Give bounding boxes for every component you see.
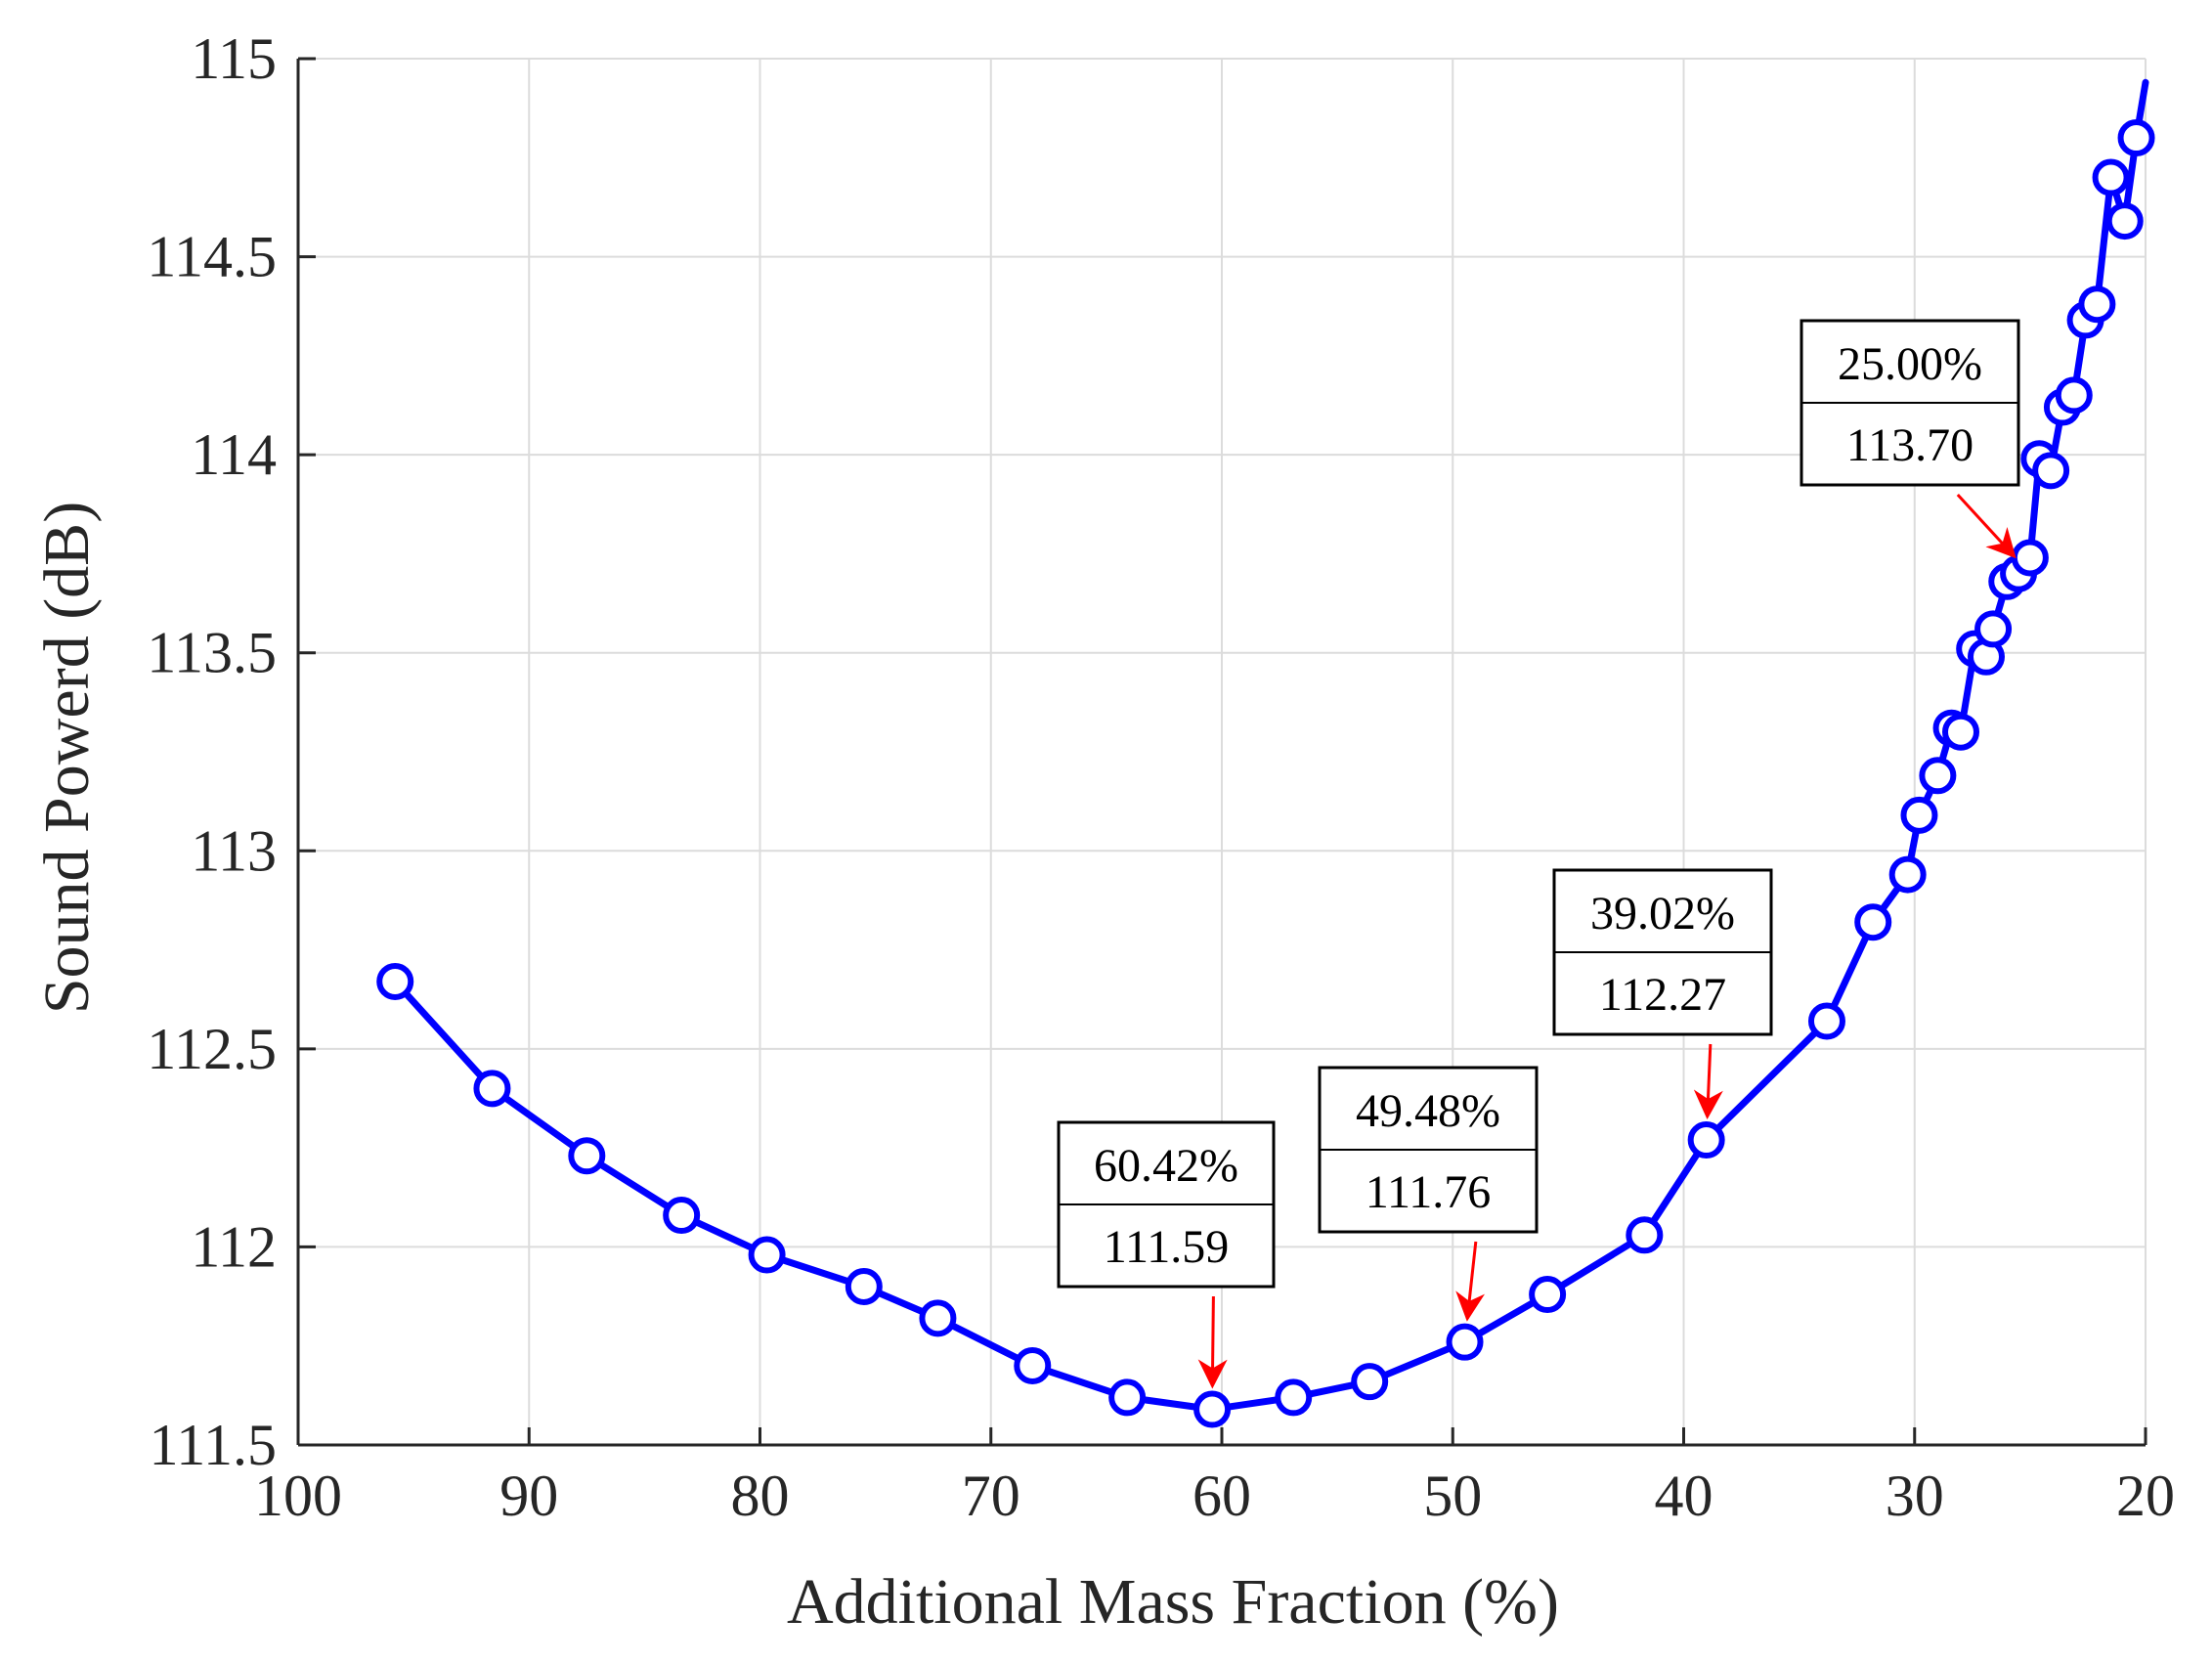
- data-point-marker: [568, 1137, 606, 1175]
- datatip-box[interactable]: 49.48% 111.76: [1318, 1066, 1539, 1234]
- data-point-marker: [1974, 610, 2013, 648]
- data-point-marker: [1193, 1390, 1232, 1428]
- x-tick-label: 90: [499, 1464, 558, 1528]
- data-point-marker: [1626, 1216, 1664, 1254]
- data-point-marker: [663, 1197, 701, 1235]
- x-tick-label: 80: [731, 1464, 790, 1528]
- x-tick-label: 50: [1423, 1464, 1482, 1528]
- grid: [297, 58, 2147, 1446]
- data-point-marker: [1888, 855, 1927, 894]
- y-tick-label: 111.5: [149, 1413, 277, 1477]
- y-tick-label: 114: [191, 422, 277, 487]
- x-tick-label: 30: [1886, 1464, 1944, 1528]
- datatip-y-value: 111.76: [1366, 1166, 1491, 1218]
- datatip-arrow: [1197, 1295, 1228, 1389]
- datatip-y-value: 112.27: [1599, 969, 1726, 1021]
- y-tick-label: 115: [191, 26, 277, 91]
- datatip-y-value: 113.70: [1846, 419, 1973, 471]
- series: [376, 78, 2155, 1428]
- x-tick-label: 60: [1193, 1464, 1251, 1528]
- data-point-marker: [1687, 1121, 1725, 1159]
- x-tick-label: 70: [962, 1464, 1020, 1528]
- data-point-marker: [1529, 1276, 1567, 1314]
- data-point-marker: [2032, 452, 2070, 490]
- data-point-marker: [2055, 376, 2093, 415]
- x-tick-label: 40: [1655, 1464, 1713, 1528]
- data-point-marker: [919, 1299, 957, 1337]
- data-point-marker: [1351, 1363, 1389, 1401]
- y-tick-label: 112: [191, 1214, 277, 1279]
- x-tick-label: 20: [2116, 1464, 2175, 1528]
- datatip-arrow: [1693, 1043, 1723, 1120]
- y-tick-label: 113.5: [147, 621, 277, 685]
- data-point-marker: [748, 1236, 786, 1274]
- datatip-arrow: [1956, 493, 2017, 559]
- datatip-box[interactable]: 60.42% 111.59: [1057, 1120, 1276, 1289]
- data-point-marker: [473, 1070, 511, 1108]
- datatip-box[interactable]: 25.00% 113.70: [1800, 319, 2020, 487]
- data-point-marker: [2117, 119, 2155, 157]
- data-point-marker: [1275, 1378, 1313, 1417]
- datatip-box[interactable]: 39.02% 112.27: [1552, 868, 1773, 1036]
- data-point-marker: [1014, 1346, 1052, 1384]
- datatip-x-value: 60.42%: [1094, 1140, 1238, 1192]
- datatip-y-value: 111.59: [1104, 1221, 1229, 1273]
- data-point-marker: [1807, 1002, 1845, 1040]
- datatip-x-value: 25.00%: [1838, 338, 1982, 390]
- data-point-marker: [1919, 757, 1957, 795]
- data-point-marker: [2078, 285, 2116, 324]
- y-tick-label: 113: [191, 818, 277, 883]
- data-point-marker: [1108, 1378, 1147, 1417]
- datatip-x-value: 39.02%: [1590, 888, 1735, 940]
- y-tick-label: 114.5: [147, 225, 277, 289]
- data-point-marker: [1854, 903, 1892, 941]
- data-point-marker: [1900, 796, 1938, 834]
- data-point-marker: [376, 962, 414, 1000]
- axes: 100 90 80 70 60 50 40 30 20 111.5 112 112.5 113 113.5…: [147, 26, 2175, 1528]
- data-point-marker: [1446, 1323, 1484, 1361]
- data-point-marker: [845, 1267, 883, 1305]
- data-point-marker: [2011, 539, 2049, 577]
- datatip-x-value: 49.48%: [1356, 1085, 1500, 1137]
- data-point-marker: [2092, 158, 2130, 197]
- data-point-marker: [2105, 202, 2144, 241]
- datatip-arrow: [1455, 1241, 1486, 1322]
- x-axis-title: Additional Mass Fraction (%): [787, 1566, 1559, 1638]
- annotations: 60.42% 111.59 49.48% 111.76 39.02% 112.27 25.0…: [1057, 319, 2020, 1389]
- y-axis-title: Sound Powerd (dB): [31, 502, 103, 1014]
- y-tick-label: 112.5: [147, 1017, 277, 1081]
- data-point-marker: [1942, 713, 1979, 751]
- x-tick-label: 100: [254, 1464, 342, 1528]
